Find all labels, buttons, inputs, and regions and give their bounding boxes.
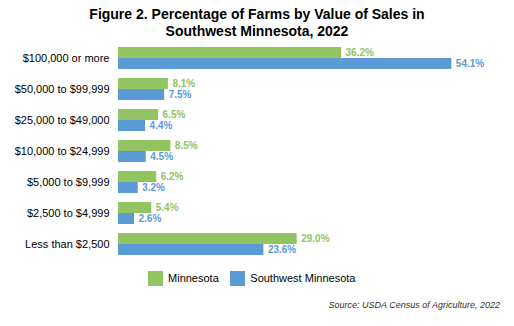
- svg-text:6.2%: 6.2%: [161, 171, 184, 182]
- svg-text:$2,500 to $4,999: $2,500 to $4,999: [27, 206, 110, 218]
- svg-text:$25,000 to $49,000: $25,000 to $49,000: [15, 113, 110, 125]
- html-text:Minnesota: Minnesota: [168, 272, 219, 285]
- html-text:Southwest Minnesota: Southwest Minnesota: [250, 272, 356, 285]
- svg-text:$100,000 or more: $100,000 or more: [23, 51, 110, 63]
- svg-text:5.4%: 5.4%: [156, 202, 179, 213]
- svg-text:54.1%: 54.1%: [456, 58, 484, 69]
- svg-text:$50,000 to $99,999: $50,000 to $99,999: [15, 82, 110, 94]
- svg-text:Less than $2,500: Less than $2,500: [25, 237, 109, 249]
- svg-text:36.2%: 36.2%: [346, 47, 374, 58]
- svg-text:8.1%: 8.1%: [172, 78, 195, 89]
- svg-text:8.5%: 8.5%: [175, 140, 198, 151]
- svg-text:23.6%: 23.6%: [268, 244, 296, 255]
- svg-text:$10,000 to $24,999: $10,000 to $24,999: [15, 144, 110, 156]
- svg-text:$5,000 to $9,999: $5,000 to $9,999: [27, 175, 110, 187]
- svg-text:29.0%: 29.0%: [301, 233, 329, 244]
- svg-text:6.5%: 6.5%: [163, 109, 186, 120]
- html-text:Source: USDA Census of Agricul: Source: USDA Census of Agriculture, 2022: [328, 300, 500, 311]
- html-text:Figure 2. Percentage of Farms: Figure 2. Percentage of Farms by Value o…: [89, 6, 425, 39]
- svg-text:3.2%: 3.2%: [142, 182, 165, 193]
- svg-text:4.5%: 4.5%: [150, 151, 173, 162]
- svg-text:2.6%: 2.6%: [139, 213, 162, 224]
- svg-text:4.4%: 4.4%: [150, 120, 173, 131]
- svg-text:7.5%: 7.5%: [169, 89, 192, 100]
